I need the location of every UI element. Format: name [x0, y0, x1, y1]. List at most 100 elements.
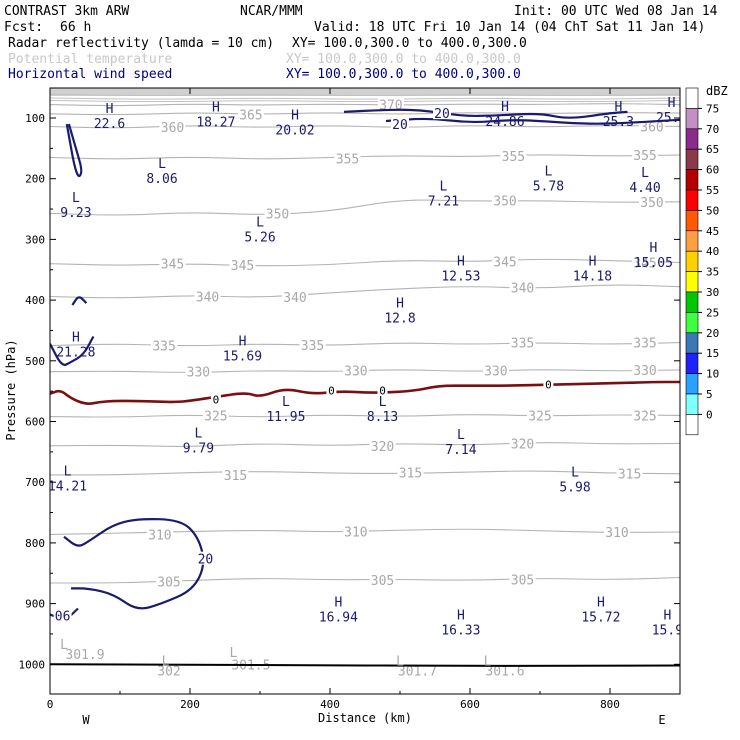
- theta-contour-320: [50, 442, 680, 447]
- x-axis-title: Distance (km): [318, 711, 412, 725]
- theta-contour-305: [50, 576, 680, 584]
- wind-label: 20: [198, 553, 214, 568]
- extremum-L: L: [379, 395, 387, 410]
- colorbar-swatch: [685, 210, 699, 232]
- theta-contour-370: [50, 103, 680, 107]
- theta-label: 345: [231, 259, 254, 274]
- extremum-H: H: [501, 100, 509, 115]
- extremum-H: H: [396, 297, 404, 312]
- wind-contour-20: [71, 296, 88, 306]
- theta-label-bg: [632, 335, 658, 349]
- colorbar-level-label: 65: [706, 143, 719, 156]
- theta-contour-upper-1: [50, 97, 680, 100]
- theta-label: 302: [157, 664, 180, 679]
- y-axis-title: Pressure (hPa): [4, 339, 18, 440]
- extremum-value: 11.95: [266, 410, 305, 425]
- theta-label: 315: [224, 469, 247, 484]
- y-tick-label: 300: [25, 233, 45, 246]
- extremum-value: 25.3: [603, 115, 634, 130]
- extremum-value: 16.33: [441, 624, 480, 639]
- colorbar-swatch: [685, 414, 699, 436]
- wind-contour-20: [63, 518, 205, 610]
- colorbar-level-label: 35: [706, 266, 719, 279]
- theta-label-bg: [334, 151, 361, 165]
- extremum-value: 15.9: [652, 624, 683, 639]
- theta-label: 340: [283, 291, 306, 306]
- extremum-H: H: [334, 595, 342, 610]
- y-tick-label: 700: [25, 476, 45, 489]
- theta-label: 350: [266, 207, 289, 222]
- colorbar-swatch: [685, 230, 699, 252]
- theta-label: 325: [204, 409, 227, 424]
- theta-label-bg: [632, 408, 658, 422]
- theta-label-bg: [64, 646, 106, 660]
- colorbar-level-label: 5: [706, 388, 713, 401]
- theta-label-bg: [509, 335, 536, 349]
- extremum-value: 15.69: [223, 349, 262, 364]
- y-tick-label: 900: [25, 598, 45, 611]
- theta-contour-upper-0: [50, 93, 680, 96]
- extremum-L-theta: L: [60, 638, 68, 653]
- theta-label-bg: [299, 338, 326, 352]
- extremum-value: 9.23: [60, 206, 91, 221]
- theta-label: 370: [379, 99, 402, 114]
- extremum-value: 7.14: [445, 443, 476, 458]
- wind-contour-20: [50, 335, 95, 366]
- extremum-L: L: [64, 464, 72, 479]
- fcst-label: Fcst:: [4, 20, 43, 35]
- theta-label-bg: [369, 438, 396, 452]
- wind-contour-20: [385, 117, 680, 125]
- extremum-value: 16.94: [319, 610, 358, 625]
- colorbar-swatch: [685, 393, 699, 415]
- wind-label-bg: [196, 551, 215, 565]
- theta-label: 340: [196, 290, 219, 305]
- extremum-L: L: [457, 428, 465, 443]
- theta-label: 365: [239, 108, 262, 123]
- extremum-value: 14.21: [48, 479, 87, 494]
- colorbar-level-label: 20: [706, 327, 719, 340]
- extremum-H: H: [72, 331, 80, 346]
- plot-frame: [49, 87, 681, 695]
- theta-label: 330: [484, 365, 507, 380]
- wind-label-bg: [433, 106, 451, 120]
- theta-label-bg: [482, 363, 509, 377]
- extremum-value: 5.26: [244, 230, 275, 245]
- x-end-label-west: W: [82, 713, 90, 727]
- theta-label-bg: [194, 289, 221, 303]
- extremum-H: H: [649, 241, 657, 256]
- theta-label: 305: [511, 573, 534, 588]
- theta-label: 305: [157, 576, 180, 591]
- extremum-value: 8.06: [146, 172, 177, 187]
- extremum-L: L: [158, 157, 166, 172]
- wind-label-bg: [53, 608, 72, 622]
- theta-contour-335: [50, 342, 680, 347]
- extremum-L-theta: L: [229, 646, 237, 661]
- theta-label-bg: [185, 364, 212, 378]
- theta-label-bg: [377, 97, 404, 111]
- extremum-H: H: [291, 109, 299, 124]
- extremum-value: 14.18: [573, 269, 612, 284]
- theta-contour-330: [50, 369, 680, 373]
- wind-label-bg: [391, 117, 409, 131]
- extremum-value: 25.7: [656, 111, 687, 126]
- x-tick-label: 600: [460, 698, 480, 711]
- theta-label: 340: [511, 281, 534, 296]
- theta-label-bg: [527, 408, 553, 422]
- colorbar-level-label: 70: [706, 123, 719, 136]
- extremum-H: H: [668, 96, 676, 111]
- zero-contour: [50, 380, 680, 405]
- theta-label-bg: [159, 120, 186, 134]
- plot-area: 315 315 315 310 310 310 305 305 305 320 320 325 325 3…: [48, 93, 687, 679]
- extremum-value: 18.27: [196, 116, 235, 131]
- center-title: NCAR/MMM: [240, 4, 303, 19]
- theta-label-bg: [509, 436, 536, 450]
- theta-label-bg: [282, 290, 308, 304]
- extremum-value: 12.8: [384, 312, 415, 327]
- theta-label-bg: [639, 194, 665, 208]
- zero-label: 0: [328, 385, 335, 398]
- theta-label-bg: [156, 574, 182, 588]
- colorbar-level-label: 30: [706, 286, 719, 299]
- theta-label: 335: [301, 339, 324, 354]
